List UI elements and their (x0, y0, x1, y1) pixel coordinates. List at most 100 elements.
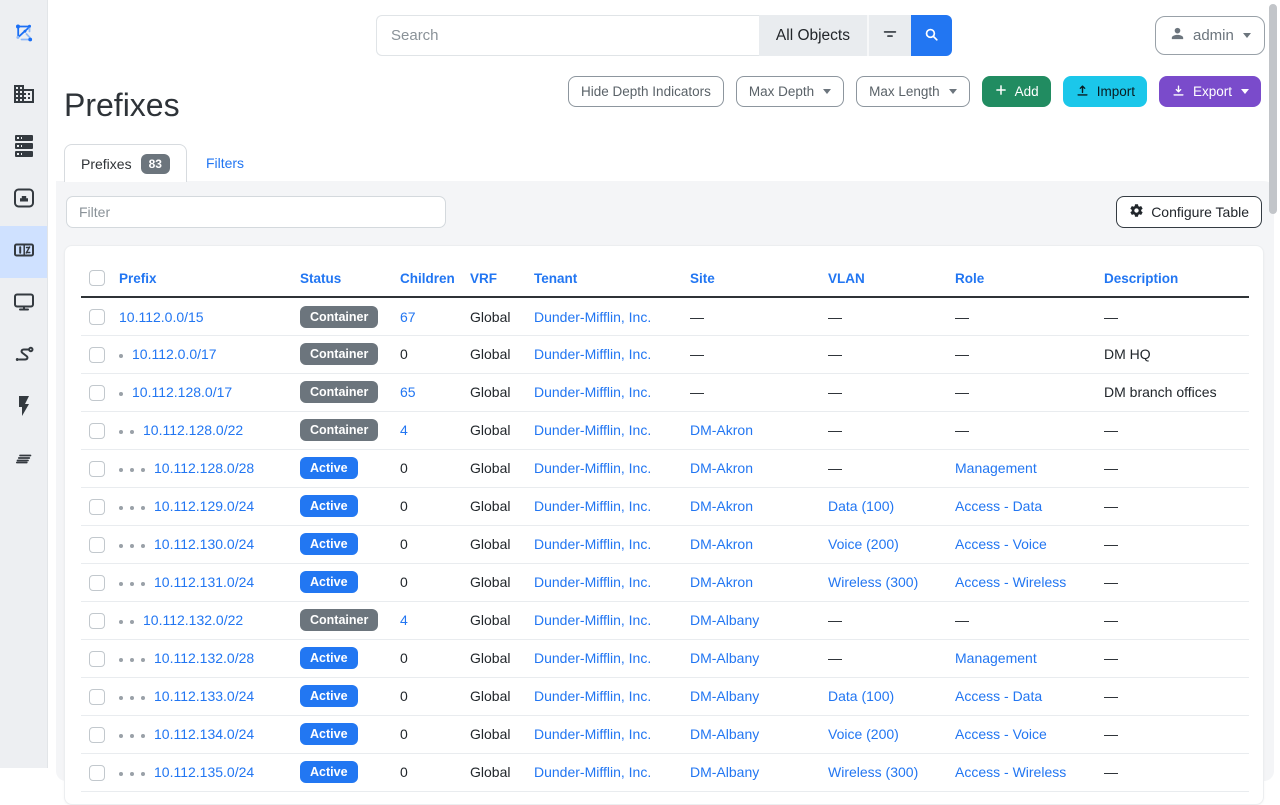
tenant-link[interactable]: Dunder-Mifflin, Inc. (534, 650, 652, 667)
tab-prefixes[interactable]: Prefixes 83 (64, 144, 187, 182)
row-checkbox[interactable] (89, 461, 105, 478)
tenant-link[interactable]: Dunder-Mifflin, Inc. (534, 498, 652, 515)
tenant-link[interactable]: Dunder-Mifflin, Inc. (534, 688, 652, 705)
site-link[interactable]: DM-Albany (690, 764, 760, 781)
netbox-logo[interactable] (0, 0, 47, 70)
select-all-checkbox[interactable] (89, 270, 105, 287)
row-checkbox[interactable] (89, 537, 105, 554)
configure-table-button[interactable]: Configure Table (1116, 196, 1262, 228)
search-scope-button[interactable]: All Objects (758, 15, 867, 56)
prefix-link[interactable]: 10.112.0.0/15 (119, 308, 204, 325)
prefix-link[interactable]: 10.112.130.0/24 (154, 536, 255, 553)
sidebar-item-power[interactable] (0, 382, 47, 434)
import-button[interactable]: Import (1062, 76, 1147, 107)
max-length-dropdown[interactable]: Max Length (856, 76, 970, 107)
role-link[interactable]: Access - Voice (955, 726, 1047, 743)
tenant-link[interactable]: Dunder-Mifflin, Inc. (534, 536, 652, 553)
sidebar-item-devices[interactable] (0, 122, 47, 174)
sidebar-item-connections[interactable] (0, 174, 47, 226)
user-menu-button[interactable]: admin (1155, 16, 1265, 55)
column-header-prefix[interactable]: Prefix (111, 264, 292, 299)
row-checkbox[interactable] (89, 575, 105, 592)
row-checkbox[interactable] (89, 499, 105, 516)
site-link[interactable]: DM-Akron (690, 422, 754, 439)
prefix-link[interactable]: 10.112.134.0/24 (154, 726, 255, 743)
sidebar-item-organization[interactable] (0, 70, 47, 122)
column-header-site[interactable]: Site (682, 264, 820, 299)
role-link[interactable]: Access - Wireless (955, 764, 1067, 781)
tenant-link[interactable]: Dunder-Mifflin, Inc. (534, 384, 652, 401)
search-submit-button[interactable] (911, 15, 952, 56)
prefix-link[interactable]: 10.112.135.0/24 (154, 764, 255, 781)
role-link[interactable]: Access - Data (955, 498, 1043, 515)
sidebar-item-virtualization[interactable] (0, 278, 47, 330)
role-link[interactable]: Access - Voice (955, 536, 1047, 553)
sidebar-item-customization[interactable] (0, 434, 47, 486)
column-header-vrf[interactable]: VRF (462, 264, 526, 299)
site-link[interactable]: DM-Akron (690, 574, 754, 591)
children-count-link[interactable]: 4 (400, 422, 408, 439)
row-checkbox[interactable] (89, 347, 105, 364)
tenant-link[interactable]: Dunder-Mifflin, Inc. (534, 726, 652, 743)
column-header-description[interactable]: Description (1096, 264, 1249, 299)
tenant-link[interactable]: Dunder-Mifflin, Inc. (534, 422, 652, 439)
column-header-status[interactable]: Status (292, 264, 392, 299)
prefix-link[interactable]: 10.112.131.0/24 (154, 574, 255, 591)
row-checkbox[interactable] (89, 613, 105, 630)
tenant-link[interactable]: Dunder-Mifflin, Inc. (534, 764, 652, 781)
column-header-tenant[interactable]: Tenant (526, 264, 682, 299)
row-checkbox[interactable] (89, 385, 105, 402)
tenant-link[interactable]: Dunder-Mifflin, Inc. (534, 460, 652, 477)
site-link[interactable]: DM-Akron (690, 536, 754, 553)
vlan-link[interactable]: Data (100) (828, 688, 895, 705)
tenant-link[interactable]: Dunder-Mifflin, Inc. (534, 612, 652, 629)
prefix-link[interactable]: 10.112.128.0/17 (132, 384, 233, 401)
site-link[interactable]: DM-Albany (690, 650, 760, 667)
vlan-link[interactable]: Voice (200) (828, 536, 899, 553)
site-link[interactable]: DM-Albany (690, 612, 760, 629)
row-checkbox[interactable] (89, 765, 105, 782)
column-header-role[interactable]: Role (947, 264, 1096, 299)
export-dropdown[interactable]: Export (1158, 76, 1261, 107)
prefix-link[interactable]: 10.112.128.0/22 (143, 422, 244, 439)
column-header-children[interactable]: Children (392, 264, 462, 299)
children-count-link[interactable]: 4 (400, 612, 408, 629)
vlan-link[interactable]: Voice (200) (828, 726, 899, 743)
role-link[interactable]: Access - Data (955, 688, 1043, 705)
vlan-link[interactable]: Data (100) (828, 498, 895, 515)
row-checkbox[interactable] (89, 727, 105, 744)
role-link[interactable]: Management (955, 460, 1037, 477)
vlan-link[interactable]: Wireless (300) (828, 764, 919, 781)
role-link[interactable]: Management (955, 650, 1037, 667)
children-count-link[interactable]: 67 (400, 308, 416, 325)
tenant-link[interactable]: Dunder-Mifflin, Inc. (534, 346, 652, 363)
add-button[interactable]: Add (981, 76, 1051, 107)
role-link[interactable]: Access - Wireless (955, 574, 1067, 591)
prefix-link[interactable]: 10.112.133.0/24 (154, 688, 255, 705)
prefix-link[interactable]: 10.112.128.0/28 (154, 460, 255, 477)
prefix-link[interactable]: 10.112.132.0/28 (154, 650, 255, 667)
hide-depth-indicators-button[interactable]: Hide Depth Indicators (568, 76, 724, 107)
tab-filters[interactable]: Filters (205, 155, 245, 171)
tenant-link[interactable]: Dunder-Mifflin, Inc. (534, 308, 652, 325)
row-checkbox[interactable] (89, 309, 105, 326)
sidebar-item-ipam[interactable] (0, 226, 47, 278)
site-link[interactable]: DM-Albany (690, 726, 760, 743)
max-depth-dropdown[interactable]: Max Depth (735, 76, 845, 107)
children-count-link[interactable]: 65 (400, 384, 416, 401)
row-checkbox[interactable] (89, 689, 105, 706)
prefix-link[interactable]: 10.112.129.0/24 (154, 498, 255, 515)
site-link[interactable]: DM-Albany (690, 688, 760, 705)
site-link[interactable]: DM-Akron (690, 460, 754, 477)
sidebar-item-circuits[interactable] (0, 330, 47, 382)
column-header-vlan[interactable]: VLAN (820, 264, 947, 299)
vertical-scrollbar[interactable] (1269, 4, 1277, 214)
prefix-link[interactable]: 10.112.0.0/17 (132, 346, 217, 363)
vlan-link[interactable]: Wireless (300) (828, 574, 919, 591)
search-filter-button[interactable] (867, 15, 911, 56)
search-input[interactable] (376, 15, 759, 56)
tenant-link[interactable]: Dunder-Mifflin, Inc. (534, 574, 652, 591)
site-link[interactable]: DM-Akron (690, 498, 754, 515)
row-checkbox[interactable] (89, 423, 105, 440)
row-checkbox[interactable] (89, 651, 105, 668)
